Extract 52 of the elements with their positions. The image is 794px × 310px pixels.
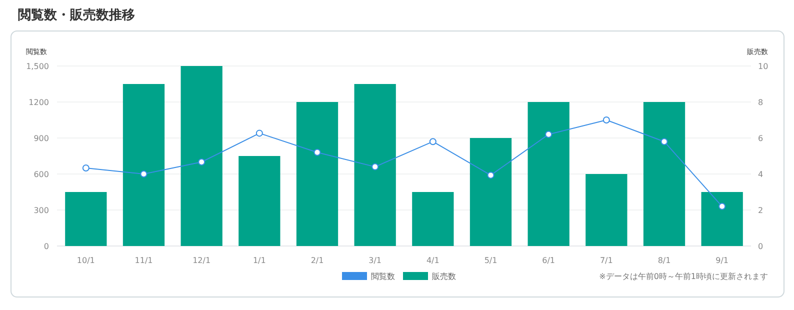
- x-tick-label: 7/1: [600, 256, 613, 265]
- y2-tick-label: 10: [758, 62, 768, 71]
- bar: [180, 66, 222, 246]
- y-tick-label: 900: [34, 134, 49, 143]
- bar: [643, 102, 686, 246]
- x-tick-label: 9/1: [716, 256, 729, 265]
- point: [487, 172, 494, 179]
- bar: [470, 138, 512, 246]
- point: [602, 116, 610, 124]
- bar: [122, 84, 165, 246]
- y-tick-label: 600: [34, 170, 49, 179]
- point: [718, 202, 726, 210]
- point: [140, 170, 148, 178]
- x-tick-label: 3/1: [368, 256, 382, 265]
- bar: [354, 84, 396, 246]
- point: [198, 158, 206, 166]
- bar: [528, 102, 570, 246]
- bar: [412, 192, 454, 246]
- y-tick-label: 1200: [28, 98, 49, 107]
- y2-tick-label: 8: [758, 98, 764, 107]
- bar: [296, 102, 338, 246]
- x-tick-label: 12/1: [192, 256, 211, 265]
- y-tick-label: 1,500: [26, 62, 49, 71]
- point: [82, 164, 90, 172]
- y2-tick-label: 6: [758, 134, 764, 143]
- point: [256, 130, 263, 137]
- bar: [586, 174, 628, 246]
- y2-tick-label: 0: [758, 242, 764, 251]
- text: ※データは午前0時～午前1時頃に更新されます: [599, 272, 768, 281]
- y2-tick-label: 4: [758, 170, 764, 179]
- legend-label: 販売数: [432, 272, 456, 281]
- point: [429, 138, 436, 146]
- legend-label: 閲覧数: [371, 272, 395, 281]
- x-tick-label: 8/1: [658, 256, 671, 265]
- x-tick-label: 6/1: [542, 256, 556, 265]
- chart-title: 閲覧数・販売数推移: [18, 7, 135, 23]
- x-tick-label: 2/1: [310, 256, 324, 265]
- point: [372, 163, 379, 170]
- x-tick-label: 5/1: [484, 256, 498, 265]
- x-tick-label: 11/1: [134, 256, 153, 265]
- bar: [238, 156, 280, 246]
- point: [314, 148, 321, 156]
- x-tick-label: 4/1: [426, 256, 440, 265]
- y-tick-label: 0: [44, 242, 49, 251]
- x-tick-label: 1/1: [252, 256, 266, 265]
- y-tick-label: 300: [34, 206, 49, 215]
- x-tick-label: 10/1: [76, 256, 95, 265]
- point: [545, 130, 552, 138]
- bar: [65, 192, 107, 246]
- y2-tick-label: 2: [758, 206, 764, 215]
- point: [660, 138, 668, 146]
- bar: [701, 192, 743, 246]
